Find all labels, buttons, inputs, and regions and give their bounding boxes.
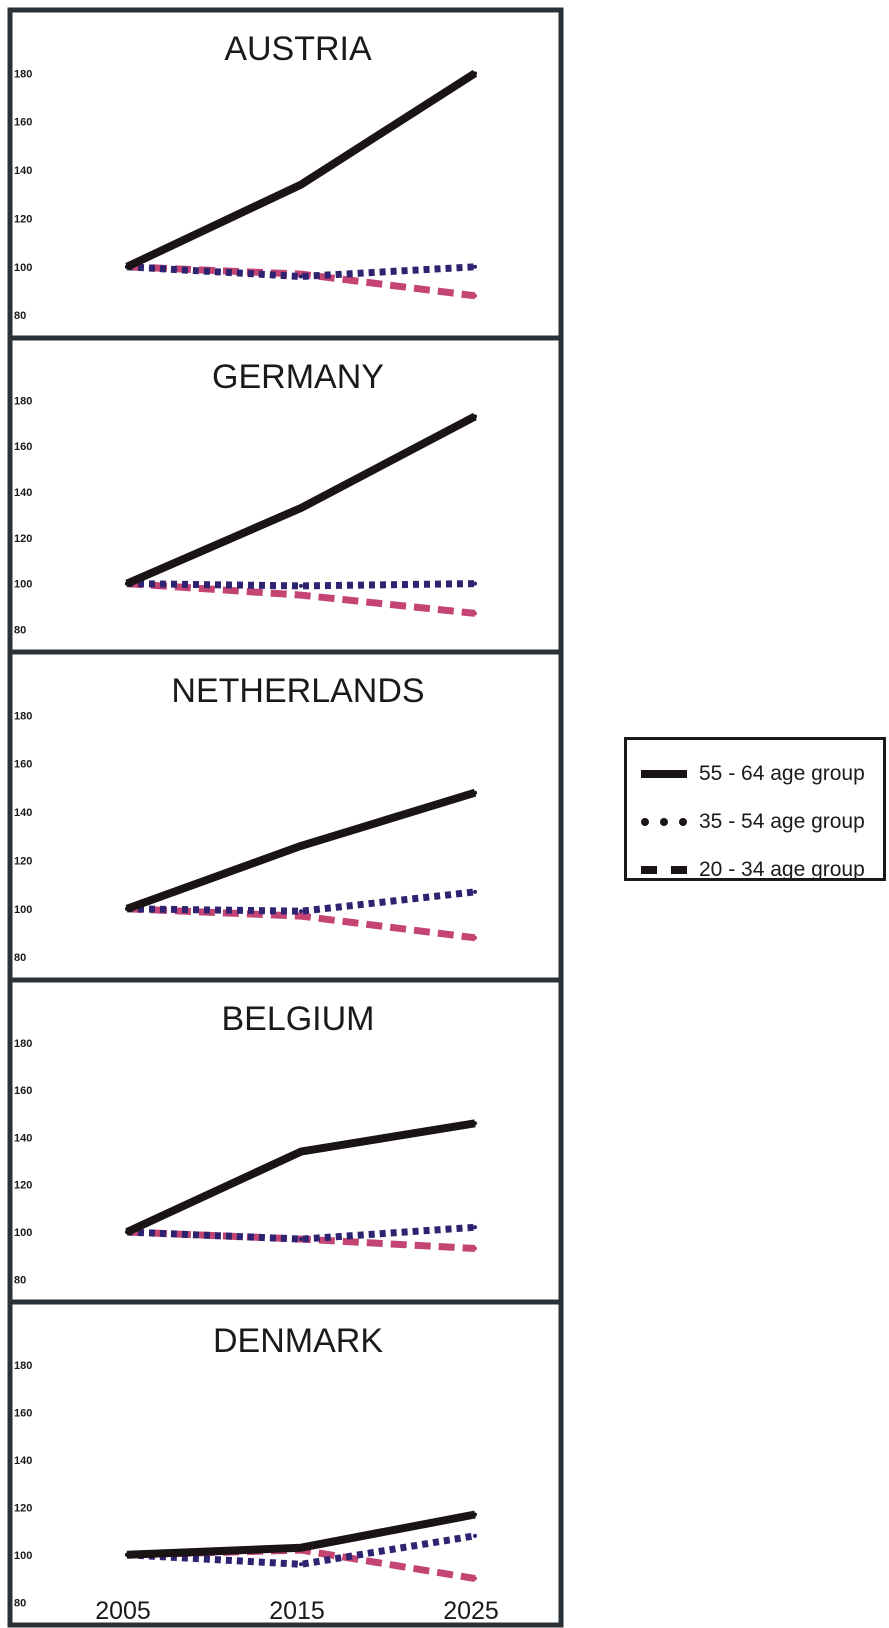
legend-label: 35 - 54 age group: [699, 810, 865, 833]
y-tick-label: 140: [14, 807, 32, 819]
panel-frame: [7, 1299, 564, 1628]
y-tick-label: 120: [14, 213, 32, 225]
data-point: [473, 935, 477, 940]
panel-title: GERMANY: [212, 358, 384, 396]
chart-panels: AUSTRIA 80 100 120 140 160 180 GERMANY 80 100 120 1…: [7, 7, 564, 1628]
legend-label: 55 - 64 age group: [699, 762, 865, 785]
data-point: [125, 581, 129, 586]
data-point: [473, 1246, 477, 1251]
panel-netherlands: NETHERLANDS 80 100 120 140 160 180: [7, 649, 564, 983]
data-point: [473, 1576, 477, 1581]
series-line-35-54agegroup: [126, 263, 476, 280]
y-tick-label: 80: [14, 952, 26, 964]
series-line-35-54agegroup: [126, 580, 476, 590]
data-point: [125, 1230, 129, 1234]
data-point: [473, 790, 477, 795]
panel-title: BELGIUM: [221, 1000, 374, 1038]
y-tick-label: 160: [14, 1085, 32, 1097]
data-point: [473, 1225, 477, 1230]
data-point: [473, 611, 477, 616]
panel-frame: [7, 649, 564, 983]
data-point: [299, 274, 303, 279]
y-tick-label: 180: [14, 395, 32, 407]
y-tick-label: 140: [14, 487, 32, 499]
data-point: [125, 264, 129, 269]
legend-item-35-54: 35 - 54 age group: [641, 808, 865, 836]
y-tick-label: 100: [14, 579, 32, 591]
y-tick-label: 80: [14, 1597, 26, 1609]
y-tick-label: 100: [14, 1550, 32, 1562]
data-point: [299, 182, 303, 187]
panel-title: DENMARK: [213, 1322, 383, 1360]
data-point: [473, 264, 477, 269]
legend-swatch-dashed: [641, 866, 687, 874]
data-point: [473, 1512, 477, 1517]
y-tick-label: 180: [14, 1360, 32, 1372]
legend-label: 20 - 34 age group: [699, 858, 865, 881]
y-tick-label: 160: [14, 441, 32, 453]
panel-frame: [7, 335, 564, 655]
data-point: [473, 71, 477, 76]
data-point: [299, 583, 303, 588]
data-point: [299, 909, 303, 914]
y-tick-label: 140: [14, 1132, 32, 1144]
panel-title: NETHERLANDS: [171, 672, 424, 710]
series-line-35-54agegroup: [126, 888, 476, 915]
y-tick-label: 80: [14, 1274, 26, 1286]
y-tick-label: 120: [14, 1502, 32, 1514]
series-line-35-54agegroup: [126, 1532, 476, 1568]
legend-item-20-34: 20 - 34 age group: [641, 856, 865, 884]
data-point: [473, 1533, 477, 1538]
panel-austria: AUSTRIA 80 100 120 140 160 180: [7, 7, 564, 341]
y-tick-label: 160: [14, 759, 32, 771]
legend-swatch-solid: [641, 770, 687, 778]
data-point: [125, 1552, 129, 1557]
y-tick-label: 100: [14, 262, 32, 274]
series-line-35-54agegroup: [126, 1223, 476, 1243]
y-tick-label: 80: [14, 310, 26, 322]
y-tick-label: 160: [14, 1407, 32, 1419]
x-tick-label: 2015: [269, 1597, 325, 1625]
y-tick-label: 80: [14, 624, 26, 636]
data-point: [473, 889, 477, 894]
data-point: [299, 593, 303, 598]
data-point: [299, 843, 303, 848]
data-point: [473, 414, 477, 419]
data-point: [299, 506, 303, 510]
data-point: [299, 914, 303, 919]
y-tick-label: 120: [14, 533, 32, 545]
y-tick-label: 180: [14, 710, 32, 722]
panel-belgium: BELGIUM 80 100 120 140 160 180: [7, 977, 564, 1305]
y-tick-label: 140: [14, 1455, 32, 1467]
data-point: [299, 1237, 303, 1242]
x-tick-label: 2025: [443, 1597, 499, 1625]
y-tick-label: 120: [14, 855, 32, 867]
data-point: [473, 1121, 477, 1126]
data-point: [125, 906, 129, 911]
y-tick-label: 180: [14, 68, 32, 80]
panel-denmark: DENMARK 80 100 120 140 160 180 2005 2015 2025: [7, 1299, 564, 1628]
y-tick-label: 100: [14, 904, 32, 916]
legend-item-55-64: 55 - 64 age group: [641, 760, 865, 788]
panel-germany: GERMANY 80 100 120 140 160 180: [7, 335, 564, 655]
panel-title: AUSTRIA: [224, 30, 372, 68]
data-point: [299, 1149, 303, 1154]
data-point: [299, 1545, 303, 1550]
data-point: [299, 1562, 303, 1567]
y-tick-label: 180: [14, 1038, 32, 1050]
data-point: [473, 293, 477, 298]
y-tick-label: 140: [14, 165, 32, 177]
y-tick-label: 120: [14, 1180, 32, 1192]
chart-legend: 55 - 64 age group 35 - 54 age group 20 -…: [624, 737, 886, 881]
data-point: [473, 581, 477, 586]
x-tick-label: 2005: [95, 1597, 151, 1625]
y-tick-label: 160: [14, 117, 32, 129]
y-tick-label: 100: [14, 1227, 32, 1239]
legend-swatch-dotted: [641, 818, 687, 826]
panel-frame: [7, 7, 564, 341]
